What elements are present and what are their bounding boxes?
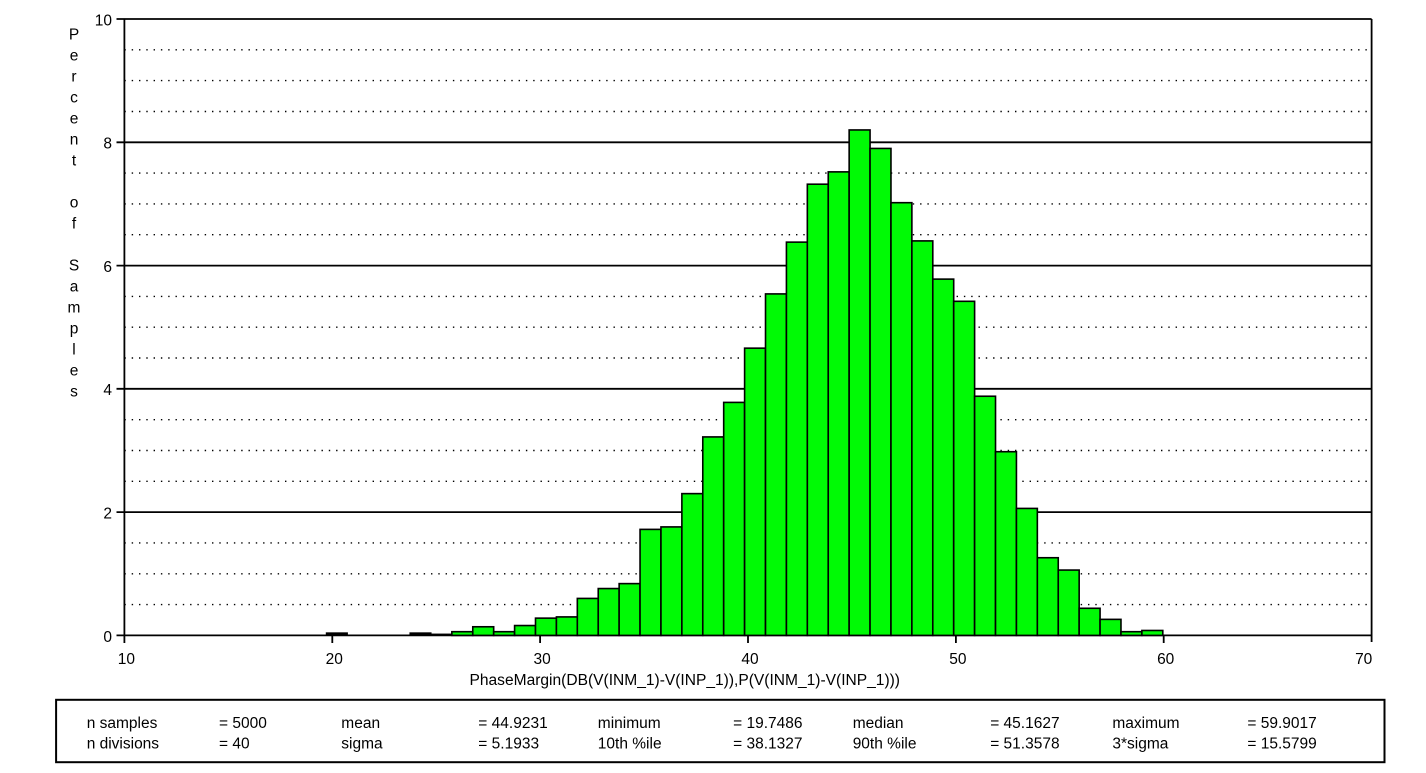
svg-text:s: s [70,384,78,401]
svg-text:PhaseMargin(DB(V(INM_1)-V(INP_: PhaseMargin(DB(V(INM_1)-V(INP_1)),P(V(IN… [470,672,901,689]
svg-text:50: 50 [949,651,967,668]
svg-text:= 38.1327: = 38.1327 [733,735,802,752]
svg-text:90th %ile: 90th %ile [853,735,917,752]
svg-text:6: 6 [103,259,112,276]
svg-text:sigma: sigma [341,735,383,752]
svg-text:= 5.1933: = 5.1933 [478,735,539,752]
svg-text:m: m [68,300,81,317]
svg-text:maximum: maximum [1112,715,1179,732]
svg-text:c: c [70,90,78,107]
svg-text:o: o [70,195,79,212]
svg-text:0: 0 [103,629,112,646]
svg-text:30: 30 [533,651,551,668]
svg-text:f: f [72,216,77,233]
svg-text:r: r [71,69,76,86]
svg-text:= 40: = 40 [219,735,250,752]
svg-text:minimum: minimum [598,715,661,732]
svg-text:= 19.7486: = 19.7486 [733,715,802,732]
svg-text:= 51.3578: = 51.3578 [990,735,1059,752]
svg-text:t: t [72,153,77,170]
svg-text:P: P [69,27,79,44]
svg-text:p: p [70,321,79,338]
svg-text:70: 70 [1355,651,1373,668]
svg-text:= 15.5799: = 15.5799 [1247,735,1316,752]
svg-text:= 44.9231: = 44.9231 [478,715,547,732]
svg-text:60: 60 [1157,651,1175,668]
svg-text:a: a [70,279,79,296]
svg-text:S: S [69,258,79,275]
svg-text:e: e [70,48,79,65]
svg-text:median: median [853,715,904,732]
svg-text:n samples: n samples [87,715,158,732]
svg-text:2: 2 [103,506,112,523]
svg-text:3*sigma: 3*sigma [1112,735,1168,752]
svg-text:10: 10 [118,651,136,668]
svg-text:e: e [70,111,79,128]
svg-text:= 5000: = 5000 [219,715,267,732]
svg-text:e: e [70,363,79,380]
svg-text:n: n [70,132,79,149]
svg-text:mean: mean [341,715,380,732]
svg-text:l: l [72,342,75,359]
svg-text:= 45.1627: = 45.1627 [990,715,1059,732]
svg-text:20: 20 [326,651,344,668]
svg-text:10th %ile: 10th %ile [598,735,662,752]
svg-text:n divisions: n divisions [87,735,160,752]
svg-text:8: 8 [103,136,112,153]
svg-text:= 59.9017: = 59.9017 [1247,715,1316,732]
svg-text:4: 4 [103,382,112,399]
svg-text:40: 40 [741,651,759,668]
svg-text:10: 10 [95,12,113,29]
